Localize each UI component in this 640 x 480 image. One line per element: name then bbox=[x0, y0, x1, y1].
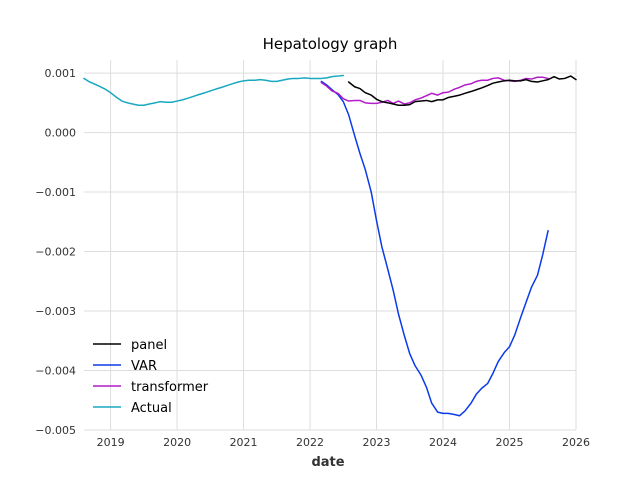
x-axis-label: date bbox=[311, 455, 344, 470]
series-line-actual bbox=[83, 74, 345, 106]
x-axis-ticks: 2019 2020 2021 2022 2023 2024 2025 2026 bbox=[97, 436, 590, 449]
legend: panel VAR transformer Actual bbox=[93, 338, 209, 416]
legend-label-transformer: transformer bbox=[131, 380, 209, 395]
y-tick-label: 0.001 bbox=[45, 67, 77, 80]
x-tick-label: 2023 bbox=[363, 436, 391, 449]
x-tick-label: 2026 bbox=[562, 436, 590, 449]
legend-label-actual: Actual bbox=[131, 401, 172, 416]
legend-label-panel: panel bbox=[131, 338, 167, 353]
x-tick-label: 2021 bbox=[230, 436, 258, 449]
series-line-var bbox=[320, 80, 549, 417]
series-line-panel bbox=[347, 75, 577, 106]
grid-lines bbox=[84, 60, 577, 431]
x-tick-label: 2025 bbox=[496, 436, 524, 449]
y-tick-label: −0.004 bbox=[35, 365, 76, 378]
y-tick-label: −0.001 bbox=[35, 186, 76, 199]
y-tick-label: −0.002 bbox=[35, 246, 76, 259]
y-axis-ticks: 0.001 0.000 −0.001 −0.002 −0.003 −0.004 −0.005 bbox=[35, 67, 76, 437]
y-tick-label: −0.003 bbox=[35, 305, 76, 318]
legend-label-var: VAR bbox=[131, 359, 157, 374]
y-tick-label: −0.005 bbox=[35, 424, 76, 437]
y-tick-label: 0.000 bbox=[45, 127, 77, 140]
x-tick-label: 2024 bbox=[429, 436, 457, 449]
series-lines bbox=[83, 74, 577, 417]
chart-title: Hepatology graph bbox=[263, 35, 398, 53]
x-tick-label: 2020 bbox=[163, 436, 191, 449]
x-tick-label: 2022 bbox=[296, 436, 324, 449]
x-tick-label: 2019 bbox=[97, 436, 125, 449]
